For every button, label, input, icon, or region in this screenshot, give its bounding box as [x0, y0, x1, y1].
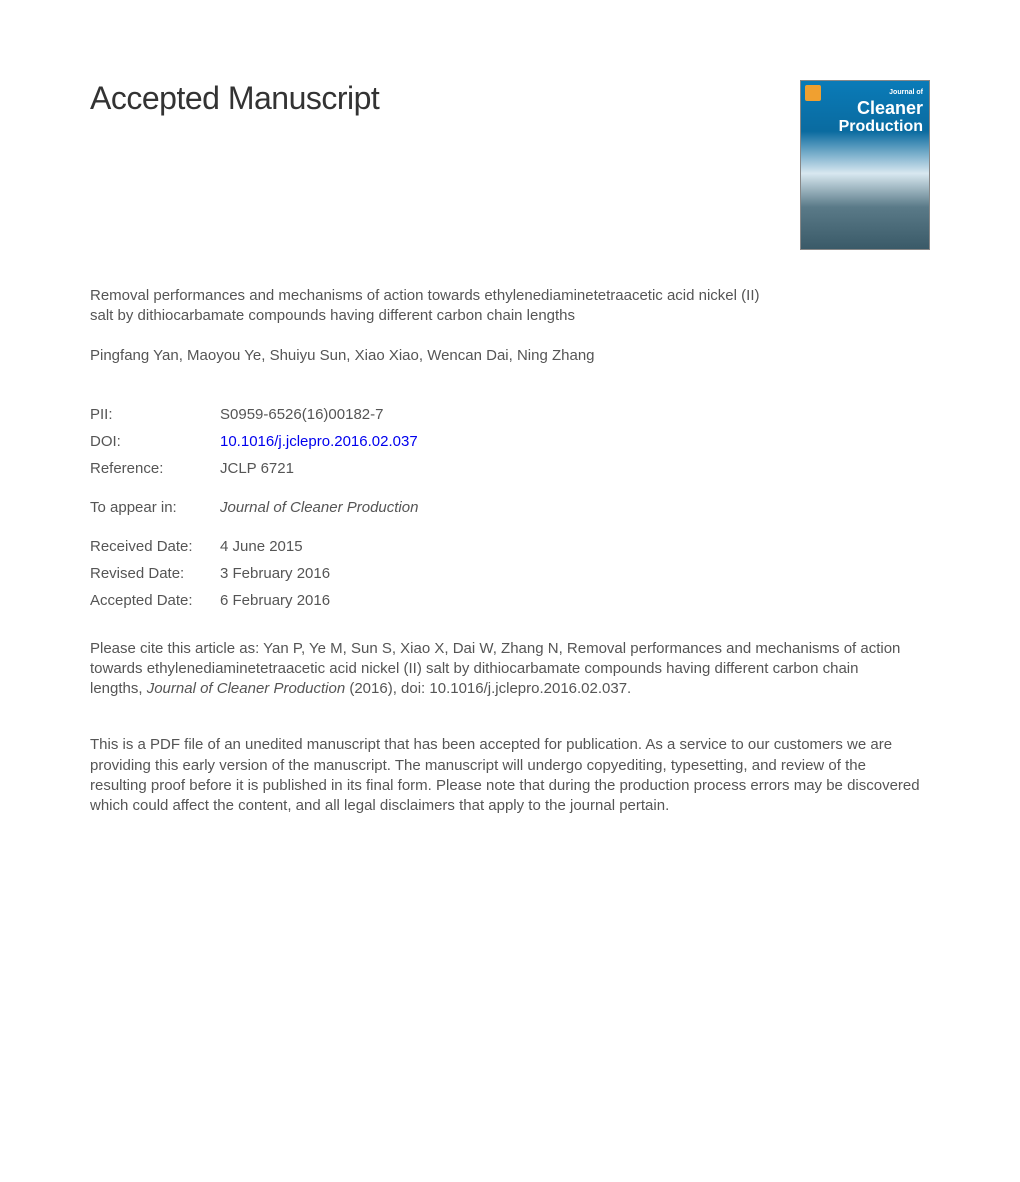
meta-value: S0959-6526(16)00182-7	[220, 406, 383, 423]
article-title: Removal performances and mechanisms of a…	[90, 286, 770, 327]
meta-row-revised: Revised Date: 3 February 2016	[90, 565, 930, 582]
meta-value: 4 June 2015	[220, 538, 303, 555]
meta-row-appear: To appear in: Journal of Cleaner Product…	[90, 499, 930, 516]
pdf-notice: This is a PDF file of an unedited manusc…	[90, 735, 920, 816]
meta-row-doi: DOI: 10.1016/j.jclepro.2016.02.037	[90, 433, 930, 450]
meta-row-reference: Reference: JCLP 6721	[90, 460, 930, 477]
citation-journal: Journal of Cleaner Production	[147, 680, 345, 697]
citation-text: Please cite this article as: Yan P, Ye M…	[90, 639, 910, 700]
meta-label: DOI:	[90, 433, 220, 450]
meta-value: 3 February 2016	[220, 565, 330, 582]
cover-title-small: Journal of	[839, 89, 923, 97]
header-row: Accepted Manuscript Journal of Cleaner P…	[90, 80, 930, 250]
page-title: Accepted Manuscript	[90, 80, 379, 117]
meta-label: Reference:	[90, 460, 220, 477]
meta-label: PII:	[90, 406, 220, 423]
meta-row-received: Received Date: 4 June 2015	[90, 538, 930, 555]
metadata-table: PII: S0959-6526(16)00182-7 DOI: 10.1016/…	[90, 406, 930, 609]
spacer	[90, 526, 930, 538]
authors-list: Pingfang Yan, Maoyou Ye, Shuiyu Sun, Xia…	[90, 347, 930, 364]
meta-label: To appear in:	[90, 499, 220, 516]
meta-row-pii: PII: S0959-6526(16)00182-7	[90, 406, 930, 423]
cover-title: Journal of Cleaner Production	[839, 89, 923, 136]
cover-title-line2: Production	[839, 118, 923, 136]
spacer	[90, 487, 930, 499]
citation-suffix: (2016), doi: 10.1016/j.jclepro.2016.02.0…	[345, 680, 631, 697]
meta-label: Accepted Date:	[90, 592, 220, 609]
meta-value: 6 February 2016	[220, 592, 330, 609]
meta-value: Journal of Cleaner Production	[220, 499, 418, 516]
meta-label: Received Date:	[90, 538, 220, 555]
meta-label: Revised Date:	[90, 565, 220, 582]
journal-cover-thumbnail: Journal of Cleaner Production	[800, 80, 930, 250]
doi-link[interactable]: 10.1016/j.jclepro.2016.02.037	[220, 433, 418, 450]
cover-title-line1: Cleaner	[839, 99, 923, 119]
meta-value: JCLP 6721	[220, 460, 294, 477]
meta-row-accepted: Accepted Date: 6 February 2016	[90, 592, 930, 609]
publisher-logo-icon	[805, 85, 821, 101]
